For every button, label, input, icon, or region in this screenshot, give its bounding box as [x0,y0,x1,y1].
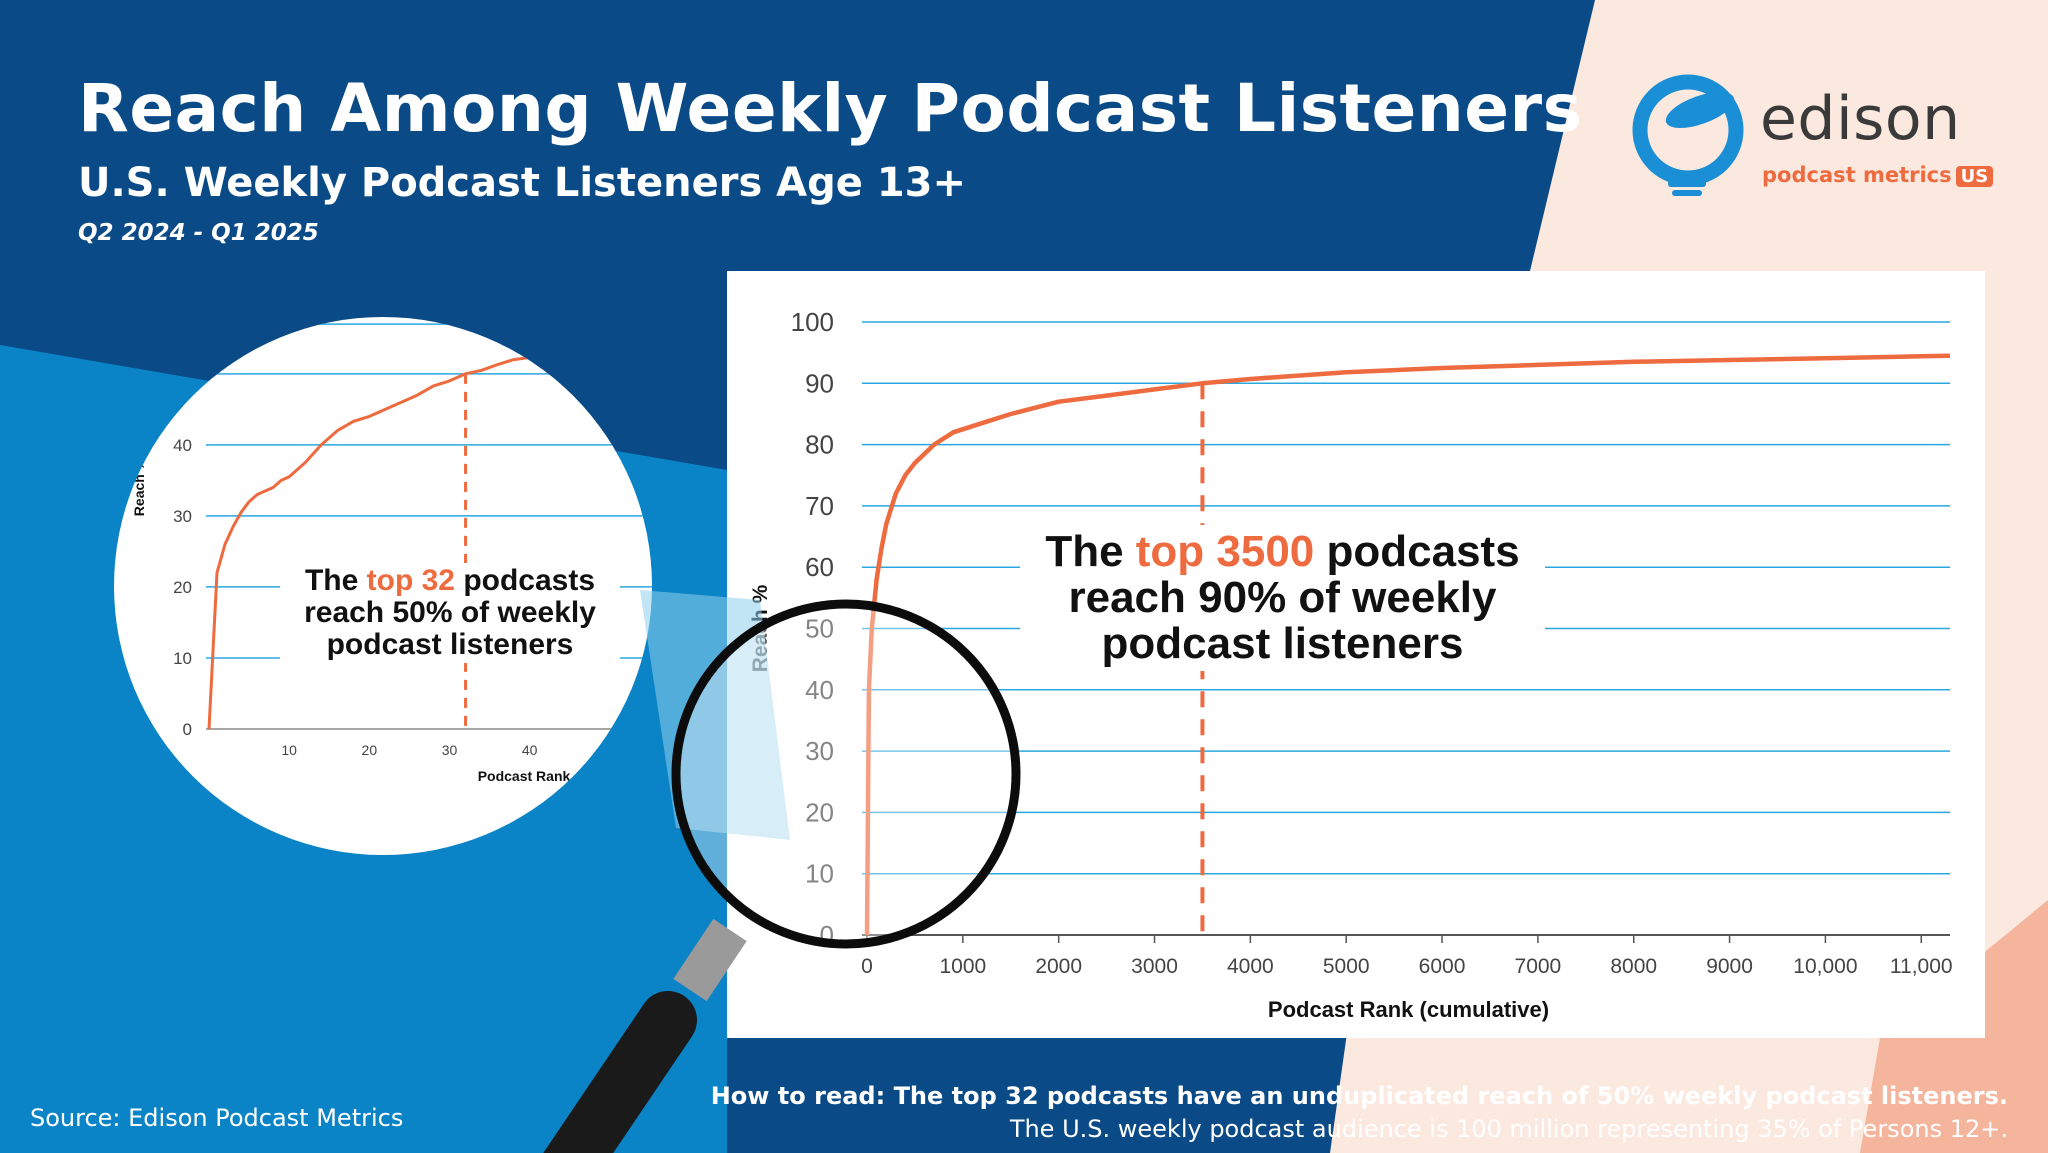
y-tick-label: 50 [805,614,834,644]
main-callout-line3: podcast listeners [1101,619,1464,668]
y-tick-label: 90 [805,368,834,398]
logo-wordmark: edison [1760,84,1961,154]
zoom-y-tick-label: 50 [173,365,192,384]
x-tick-label: 2000 [1035,955,1082,978]
x-tick-label: 9000 [1706,955,1753,978]
y-tick-label: 80 [805,430,834,460]
zoom-callout-post: podcasts [454,564,596,597]
x-tick-label: 6000 [1419,955,1466,978]
zoom-y-tick-label: 40 [173,436,192,455]
zoom-reach-curve [207,325,652,730]
logo-tagline: podcast metrics US [1762,163,1994,187]
zoom-y-tick-label: 30 [173,507,192,526]
main-callout-pre: The [1045,527,1136,576]
x-tick-label: 8000 [1610,955,1657,978]
zoom-x-tick-label: 30 [442,742,458,758]
y-axis-label: Reach % [749,584,772,672]
x-tick-label: 10,000 [1793,955,1857,978]
page-subtitle: U.S. Weekly Podcast Listeners Age 13+ [78,160,967,206]
audience-note: The U.S. weekly podcast audience is 100 … [1009,1115,2008,1143]
zoom-x-tick-label: 40 [522,742,538,758]
y-tick-label: 20 [805,797,834,827]
zoom-y-tick-label: 20 [173,578,192,597]
zoom-x-tick-label: 50 [602,742,618,758]
x-tick-label: 5000 [1323,955,1370,978]
zoom-callout-line3: podcast listeners [326,628,574,661]
x-tick-label: 7000 [1515,955,1562,978]
y-tick-label: 60 [805,552,834,582]
y-tick-label: 100 [791,307,834,337]
y-tick-label: 10 [805,859,834,889]
x-tick-label: 11,000 [1890,955,1953,978]
zoom-callout: The top 32 podcasts reach 50% of weekly … [280,563,620,663]
zoom-y-tick-label: 10 [173,649,192,668]
y-tick-label: 70 [805,491,834,521]
zoom-y-axis-label: Reach % [131,457,147,516]
zoom-callout-highlight: top 32 [366,564,455,597]
main-callout-line2: reach 90% of weekly [1068,573,1497,622]
zoom-callout-line2: reach 50% of weekly [304,596,596,629]
zoom-x-tick-label: 20 [362,742,378,758]
source-note: Source: Edison Podcast Metrics [30,1104,404,1132]
x-tick-label: 3000 [1131,955,1178,978]
how-to-read-note: How to read: The top 32 podcasts have an… [710,1082,2008,1110]
logo-tagline-text: podcast metrics [1762,163,1952,187]
period-label: Q2 2024 - Q1 2025 [78,220,319,246]
x-tick-label: 0 [861,955,873,978]
y-tick-label: 40 [805,675,834,705]
edison-bulb-icon [1632,74,1744,196]
zoom-x-axis-label: Podcast Rank [478,768,571,784]
main-callout: The top 3500 podcasts reach 90% of weekl… [1020,525,1545,671]
zoom-x-tick-label: 10 [281,742,297,758]
edison-logo: edison podcast metrics US [1620,68,2000,208]
zoom-y-tick-label: 0 [183,720,192,739]
y-tick-label: 0 [820,920,834,950]
main-callout-highlight: top 3500 [1135,527,1315,576]
y-tick-label: 30 [805,736,834,766]
logo-us-badge: US [1955,166,1994,187]
x-tick-label: 1000 [939,955,986,978]
zoom-callout-pre: The [304,564,367,597]
x-axis-label: Podcast Rank (cumulative) [1268,997,1549,1022]
reach-curve [864,353,1951,936]
x-tick-label: 4000 [1227,955,1274,978]
page-title: Reach Among Weekly Podcast Listeners [78,70,1583,147]
main-callout-post: podcasts [1314,527,1520,576]
